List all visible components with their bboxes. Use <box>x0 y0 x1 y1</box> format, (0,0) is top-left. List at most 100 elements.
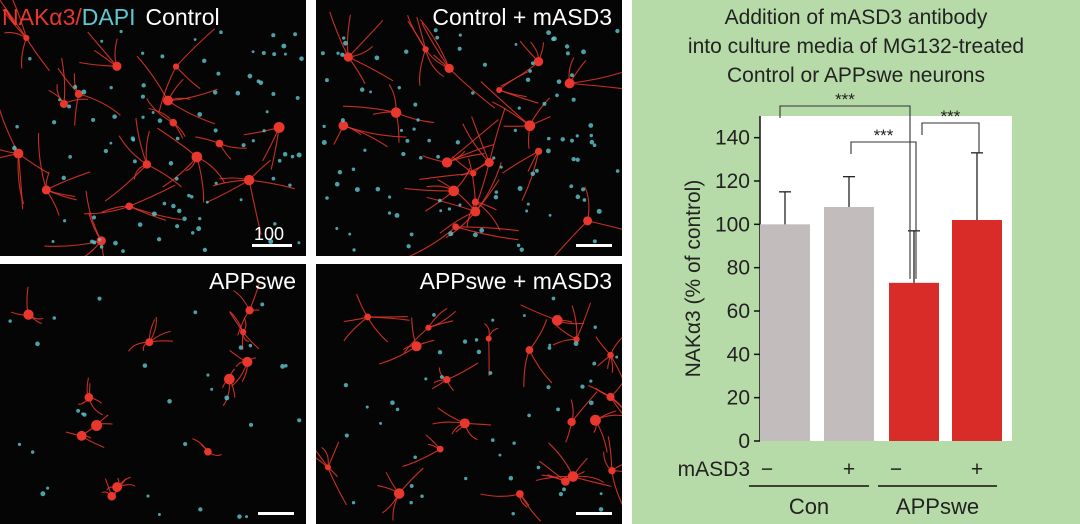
nucleus <box>293 32 298 37</box>
neurite <box>249 179 295 190</box>
neuron <box>243 121 285 170</box>
neuron <box>48 57 89 108</box>
nucleus <box>174 176 179 181</box>
neuron <box>553 186 622 256</box>
stain-separator: / <box>75 4 82 30</box>
nucleus <box>374 55 380 61</box>
nucleus <box>262 129 266 133</box>
neurite <box>145 130 150 165</box>
nucleus <box>151 211 157 217</box>
nucleus <box>239 198 243 202</box>
bar <box>760 224 810 441</box>
neurite <box>25 37 50 72</box>
nucleus <box>12 145 17 151</box>
nucleus <box>62 219 67 223</box>
neuron <box>57 67 121 126</box>
neurite <box>395 112 435 124</box>
neuron-soma <box>112 61 122 71</box>
category-label: − <box>761 458 773 481</box>
neuron <box>136 55 218 125</box>
nucleus <box>187 193 191 198</box>
category-label: − <box>890 458 902 481</box>
neuron <box>128 316 174 352</box>
neurite <box>270 127 280 170</box>
nucleus <box>556 407 560 412</box>
y-tick-label: 60 <box>727 300 750 323</box>
neurite <box>57 67 80 95</box>
panel-label: Control <box>145 4 220 30</box>
neurite <box>520 304 558 321</box>
nucleus <box>141 115 145 119</box>
nucleus <box>534 168 539 173</box>
nucleus <box>67 104 72 109</box>
nucleus <box>536 465 541 470</box>
nucleus <box>81 412 85 416</box>
nucleus <box>91 117 96 122</box>
neuron-soma <box>96 236 106 246</box>
nucleus <box>592 361 597 366</box>
nucleus <box>238 345 244 350</box>
nucleus <box>162 201 167 206</box>
neuron-soma <box>84 393 94 402</box>
micrograph-appswe-masd3: APPswe + mASD3 <box>316 264 622 524</box>
neuron-soma <box>590 414 601 426</box>
neurite <box>610 337 622 356</box>
neuron-soma <box>215 139 224 148</box>
nucleus <box>424 377 428 381</box>
cell-field <box>8 283 302 519</box>
neurite <box>421 22 450 69</box>
neurite <box>480 493 521 497</box>
nucleus <box>284 364 288 368</box>
neuron <box>466 158 501 231</box>
neuron-soma <box>516 490 524 498</box>
neurite <box>378 345 417 365</box>
nucleus <box>28 57 32 61</box>
bar <box>889 282 939 441</box>
bar <box>824 207 874 441</box>
nucleus <box>525 209 529 213</box>
nucleus <box>290 154 295 159</box>
nucleus <box>248 343 253 348</box>
nucleus <box>265 110 269 114</box>
nucleus <box>409 500 413 505</box>
neurite <box>398 467 424 494</box>
category-label: + <box>971 458 983 481</box>
neuron <box>422 119 499 168</box>
nucleus <box>432 312 436 317</box>
nucleus <box>615 355 619 359</box>
nucleus <box>492 156 496 160</box>
neuron <box>460 107 506 212</box>
neurite <box>101 205 130 213</box>
nucleus <box>455 140 460 145</box>
nucleus <box>282 151 288 157</box>
nucleus <box>91 215 97 220</box>
nucleus <box>462 339 468 344</box>
neuron <box>402 434 444 468</box>
nucleus <box>241 143 246 148</box>
bar <box>952 220 1002 441</box>
neuron-soma <box>204 447 212 456</box>
neurite <box>18 153 50 174</box>
nucleus <box>182 216 187 221</box>
nucleus <box>546 385 551 390</box>
nucleus <box>379 421 383 425</box>
nucleus <box>519 247 524 252</box>
nucleus <box>512 441 516 445</box>
neurite <box>78 93 121 116</box>
nucleus <box>511 511 515 516</box>
nucleus <box>156 237 162 242</box>
nucleus <box>237 514 242 519</box>
nucleus <box>35 341 40 347</box>
nucleus <box>224 395 230 401</box>
neuron <box>378 317 435 365</box>
nucleus <box>394 213 400 218</box>
nucleus <box>488 371 493 375</box>
nucleus <box>473 232 478 238</box>
nucleus <box>183 441 188 447</box>
neuron-soma <box>242 356 253 368</box>
nucleus <box>560 137 565 142</box>
neurite <box>569 71 622 84</box>
scale-bar-value: 100 <box>254 224 285 244</box>
nucleus <box>387 211 392 215</box>
nucleus <box>499 165 503 169</box>
